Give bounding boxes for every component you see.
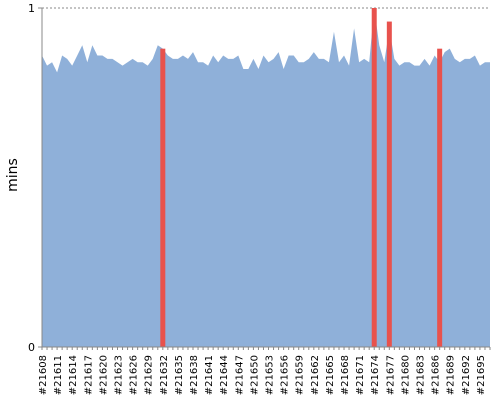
- y-tick-label: 0: [28, 341, 35, 354]
- x-tick-label: #21665: [325, 355, 336, 395]
- x-tick-label: #21608: [38, 355, 49, 395]
- x-tick-label: #21692: [461, 355, 472, 395]
- highlighted-build-bar: [371, 8, 377, 347]
- x-tick-label: #21638: [189, 355, 200, 395]
- x-tick-label: #21611: [53, 355, 64, 395]
- y-tick-label: 1: [28, 2, 35, 15]
- x-tick-label: #21626: [129, 355, 140, 395]
- x-tick-label: #21629: [144, 355, 155, 395]
- duration-area: [42, 8, 490, 347]
- x-tick-label: #21635: [174, 355, 185, 395]
- x-tick-label: #21614: [68, 355, 79, 395]
- x-tick-label: #21644: [219, 355, 230, 395]
- x-tick-label: #21677: [385, 355, 396, 395]
- x-tick-label: #21695: [476, 355, 487, 395]
- highlighted-build-bar: [437, 48, 443, 348]
- x-tick-label: #21620: [98, 355, 109, 395]
- x-tick-label: #21686: [431, 355, 442, 395]
- x-tick-label: #21641: [204, 355, 215, 395]
- x-tick-label: #21689: [446, 355, 457, 395]
- x-tick-label: #21659: [295, 355, 306, 395]
- x-tick-label: #21674: [370, 355, 381, 395]
- x-tick-label: #21656: [280, 355, 291, 395]
- x-tick-label: #21668: [340, 355, 351, 395]
- x-tick-label: #21647: [234, 355, 245, 395]
- x-tick-label: #21650: [249, 355, 260, 395]
- x-tick-label: #21683: [416, 355, 427, 395]
- y-axis-label: mins: [5, 158, 21, 192]
- highlighted-build-bar: [386, 21, 392, 348]
- x-tick-label: #21623: [114, 355, 125, 395]
- x-tick-label: #21662: [310, 355, 321, 395]
- x-tick-label: #21653: [265, 355, 276, 395]
- x-tick-label: #21617: [83, 355, 94, 395]
- x-tick-label: #21680: [400, 355, 411, 395]
- highlighted-build-bar: [160, 48, 166, 348]
- x-tick-label: #21632: [159, 355, 170, 395]
- x-tick-label: #21671: [355, 355, 366, 395]
